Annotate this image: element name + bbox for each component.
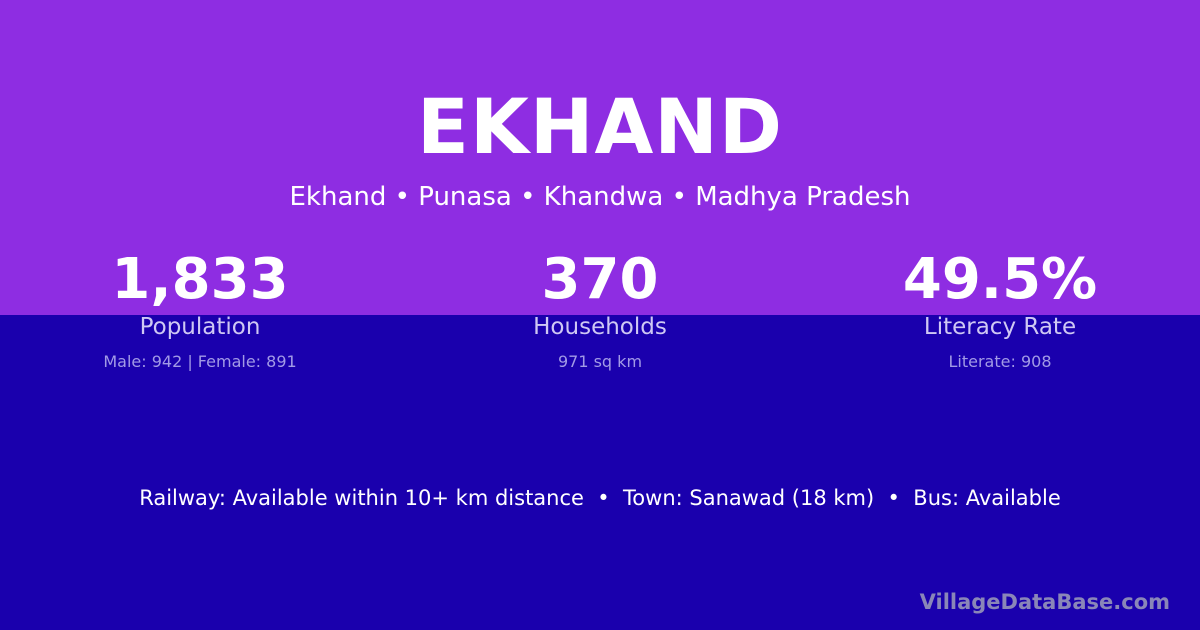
stat-value: 370: [541, 247, 659, 312]
site-watermark: VillageDataBase.com: [919, 590, 1170, 614]
header-band: [0, 0, 1200, 315]
stat-label: Population: [139, 314, 261, 340]
village-title: EKHAND: [417, 82, 783, 171]
stat-detail: 971 sq km: [557, 352, 643, 371]
connectivity-info: Railway: Available within 10+ km distanc…: [139, 486, 1061, 510]
stat-label: Literacy Rate: [923, 314, 1077, 340]
stat-detail: Literate: 908: [948, 352, 1052, 371]
stat-literacy: 49.5% Literacy Rate Literate: 908: [800, 247, 1200, 372]
stat-detail: Male: 942 | Female: 891: [103, 352, 297, 371]
stat-population: 1,833 Population Male: 942 | Female: 891: [0, 247, 400, 372]
stat-value: 1,833: [111, 247, 289, 312]
stat-value: 49.5%: [902, 247, 1098, 312]
location-breadcrumb: Ekhand • Punasa • Khandwa • Madhya Prade…: [289, 182, 911, 212]
stat-households: 370 Households 971 sq km: [400, 247, 800, 372]
stat-label: Households: [533, 314, 667, 340]
